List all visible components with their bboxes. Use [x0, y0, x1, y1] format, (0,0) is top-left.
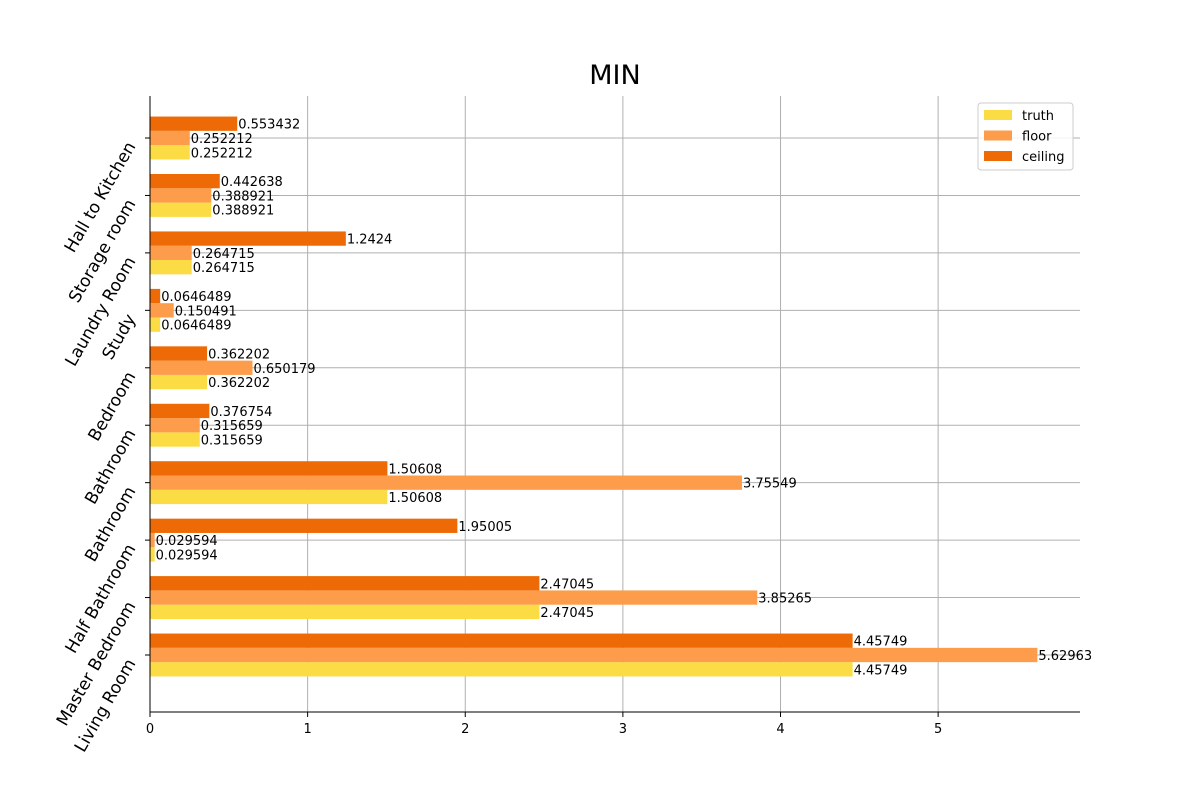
x-tick-label: 2 [461, 722, 469, 737]
bar-value-label: 0.264715 [193, 247, 255, 262]
bar-floor [150, 590, 758, 605]
bar-floor [150, 360, 253, 375]
bar-value-label: 0.376754 [210, 405, 272, 420]
bar-floor [150, 303, 174, 318]
bar-truth [150, 604, 540, 620]
bar-truth [150, 260, 192, 275]
x-tick-label: 0 [146, 722, 154, 737]
bar-value-label: 0.442638 [221, 175, 283, 190]
bar-truth [150, 145, 190, 160]
bar-value-label: 0.362202 [208, 347, 270, 362]
bar-value-label: 0.252212 [191, 146, 253, 161]
bar-value-label: 1.50608 [388, 491, 442, 506]
bar-ceiling [150, 633, 853, 648]
bar-value-label: 0.362202 [208, 376, 270, 391]
bar-value-label: 0.264715 [193, 261, 255, 276]
bar-value-label: 3.75549 [743, 477, 797, 492]
bar-floor [150, 475, 742, 490]
bar-value-label: 0.029594 [156, 534, 218, 549]
legend-label-floor: floor [1022, 130, 1052, 145]
bar-ceiling [150, 288, 161, 304]
bar-value-label: 4.45749 [854, 663, 908, 678]
chart-title: MIN [589, 60, 641, 91]
bar-ceiling [150, 231, 346, 246]
legend[interactable]: truth floor ceiling [977, 102, 1074, 171]
legend-label-truth: truth [1022, 109, 1054, 124]
bars [150, 116, 1038, 677]
bar-value-label: 1.2424 [347, 233, 393, 248]
bar-ceiling [150, 173, 220, 189]
bar-truth [150, 489, 388, 505]
legend-label-ceiling: ceiling [1022, 150, 1064, 165]
grid [150, 96, 1080, 712]
x-tick-label: 4 [776, 722, 784, 737]
legend-swatch-floor [984, 130, 1012, 141]
bar-ceiling [150, 346, 208, 361]
bar-floor [150, 245, 192, 261]
bar-ceiling [150, 576, 540, 591]
bar-floor [150, 532, 155, 548]
bar-ceiling [150, 461, 388, 476]
x-tick-label: 5 [934, 722, 942, 737]
bar-floor [150, 418, 200, 433]
bar-truth [150, 432, 200, 447]
bar-value-label: 2.47045 [540, 606, 594, 621]
axes [145, 96, 1080, 717]
x-tick-label: 1 [303, 722, 311, 737]
bar-value-label: 0.388921 [212, 204, 274, 219]
bar-value-label: 0.553432 [238, 118, 300, 133]
bar-value-label: 0.315659 [201, 434, 263, 449]
bar-value-label: 0.0646489 [161, 290, 231, 305]
bar-value-label: 0.0646489 [161, 319, 231, 334]
bar-truth [150, 317, 161, 332]
bar-truth [150, 662, 853, 677]
bar-value-label: 0.150491 [175, 304, 237, 319]
bar-ceiling [150, 403, 210, 419]
bar-value-label: 0.388921 [212, 189, 274, 204]
bar-value-label: 0.252212 [191, 132, 253, 147]
legend-swatch-ceiling [984, 151, 1012, 161]
bar-ceiling [150, 116, 238, 131]
bar-truth [150, 374, 208, 390]
bar-truth [150, 547, 155, 562]
bar-value-label: 5.62963 [1038, 649, 1092, 664]
bar-value-label: 0.315659 [201, 419, 263, 434]
bar-value-label: 2.47045 [540, 577, 594, 592]
x-tick-label: 3 [619, 722, 627, 737]
legend-swatch-truth [984, 110, 1012, 120]
bar-ceiling [150, 518, 458, 533]
bar-value-label: 1.50608 [388, 462, 442, 477]
bar-value-label: 4.45749 [854, 635, 908, 650]
bar-value-label: 1.95005 [458, 520, 512, 535]
bar-value-label: 0.029594 [156, 548, 218, 563]
data-labels: 4.457492.470450.0295941.506080.3156590.3… [156, 118, 1092, 679]
bar-value-label: 3.85265 [758, 592, 812, 607]
bar-floor [150, 647, 1038, 663]
bar-value-label: 0.650179 [253, 362, 315, 377]
bar-floor [150, 188, 212, 203]
bar-floor [150, 130, 190, 146]
bar-truth [150, 202, 212, 217]
